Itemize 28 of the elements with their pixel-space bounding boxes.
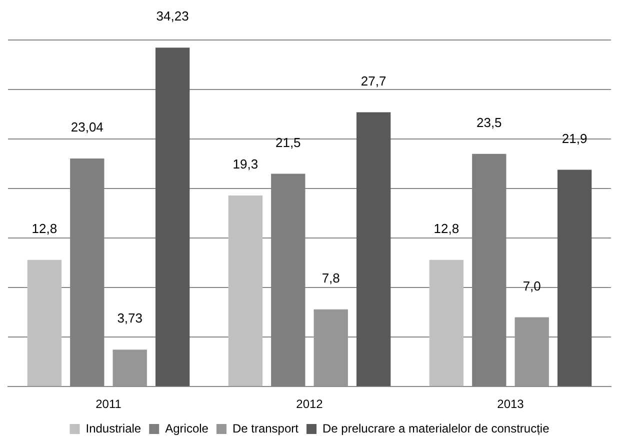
data-label: 21,9 [562,130,588,146]
x-tick-label: 2013 [497,397,524,412]
x-tick-label: 2012 [296,397,324,412]
data-label: 19,3 [232,156,258,172]
bar [429,260,464,386]
data-label: 23,04 [70,120,104,135]
data-label: 21,5 [275,134,301,150]
bar [557,170,592,386]
legend-label: Agricole [165,421,209,436]
legend-label: De prelucrare a materialelor de construcție [322,421,550,436]
data-label: 23,5 [476,114,502,130]
data-label: 27,7 [360,73,386,88]
data-label: 12,8 [434,220,460,236]
bar [155,48,190,386]
data-label: 34,23 [156,8,189,24]
legend-label: Industriale [86,421,142,436]
bar [112,350,147,386]
data-label: 7,0 [522,278,541,294]
legend-label: De transport [232,421,300,436]
bar [314,309,348,386]
bar [356,112,391,386]
x-tick-label: 2011 [96,397,122,412]
data-label: 7,8 [322,270,340,286]
bar [514,317,549,386]
data-label: 3,73 [117,310,143,326]
data-label: 12,8 [32,220,58,236]
bar [228,195,263,386]
bar [27,260,62,386]
